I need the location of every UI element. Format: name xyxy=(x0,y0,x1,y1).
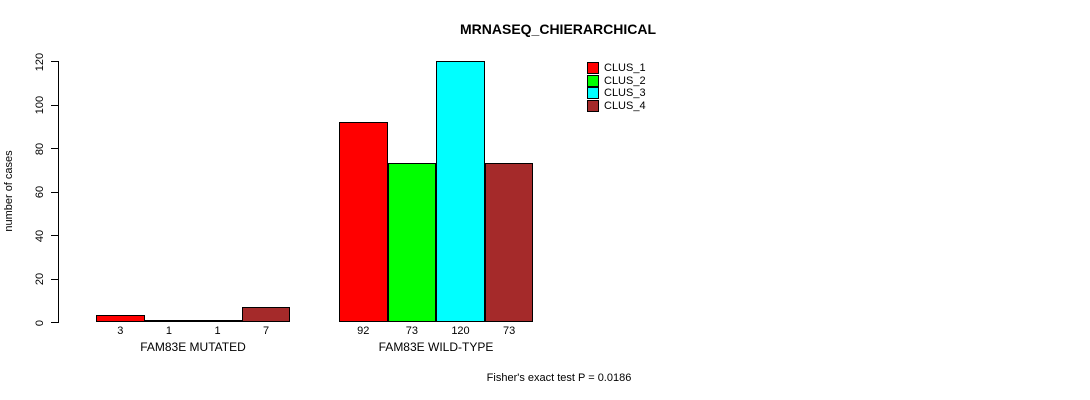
bar-clus_3-group2 xyxy=(436,61,485,322)
y-tick-label: 0 xyxy=(34,319,46,326)
bar-clus_2-group2 xyxy=(387,163,437,322)
legend-label: CLUS_4 xyxy=(604,99,646,112)
y-tick xyxy=(51,191,58,193)
legend-swatch-icon xyxy=(587,62,599,75)
y-tick-label: 100 xyxy=(34,95,46,115)
bar-clus_1-group2 xyxy=(339,121,388,322)
y-tick-label: 60 xyxy=(34,185,46,199)
y-axis-title: number of cases xyxy=(3,150,15,232)
legend-swatch-icon xyxy=(587,99,599,112)
bar-value-label: 1 xyxy=(214,325,221,337)
legend-item-clus_1: CLUS_1 xyxy=(587,62,646,75)
legend: CLUS_1 CLUS_2 CLUS_3 CLUS_4 xyxy=(587,62,646,112)
y-tick xyxy=(51,322,58,323)
bar-value-label: 92 xyxy=(357,325,370,337)
legend-label: CLUS_3 xyxy=(604,87,646,100)
y-tick-label: 120 xyxy=(34,52,46,71)
bar-value-label: 3 xyxy=(117,325,124,337)
group-label-wildtype: FAM83E WILD-TYPE xyxy=(378,340,494,354)
footnote: Fisher's exact test P = 0.0186 xyxy=(486,372,632,384)
y-tick xyxy=(51,61,58,62)
bar-clus_2-group1 xyxy=(144,319,194,322)
legend-item-clus_2: CLUS_2 xyxy=(587,74,646,88)
legend-item-clus_4: CLUS_4 xyxy=(587,99,646,113)
bar-value-label: 120 xyxy=(451,325,470,337)
y-tick xyxy=(51,278,58,280)
bar-value-label: 1 xyxy=(165,325,172,337)
bar-clus_3-group1 xyxy=(193,319,242,322)
legend-label: CLUS_1 xyxy=(604,62,646,75)
bar-clus_1-group1 xyxy=(96,315,145,322)
bar-value-label: 73 xyxy=(405,325,419,337)
bar-clus_4-group1 xyxy=(241,306,291,322)
bar-value-label: 7 xyxy=(263,325,270,337)
y-tick xyxy=(51,235,58,236)
bar-value-label: 73 xyxy=(502,325,516,337)
y-tick-label: 20 xyxy=(34,272,46,286)
y-tick-label: 40 xyxy=(34,229,46,242)
y-tick xyxy=(51,148,58,149)
legend-swatch-icon xyxy=(587,87,599,100)
legend-swatch-icon xyxy=(587,74,599,87)
y-tick xyxy=(51,104,58,106)
y-axis-line xyxy=(58,61,59,323)
y-tick-label: 80 xyxy=(34,142,46,155)
group-label-mutated: FAM83E MUTATED xyxy=(140,340,246,354)
legend-label: CLUS_2 xyxy=(604,74,646,87)
bar-clus_4-group2 xyxy=(484,163,534,322)
legend-item-clus_3: CLUS_3 xyxy=(587,87,646,100)
chart-title: MRNASEQ_CHIERARCHICAL xyxy=(459,21,657,37)
